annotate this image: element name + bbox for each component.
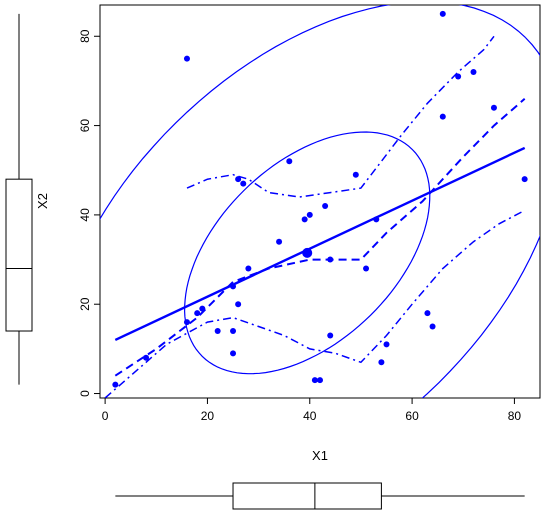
regression-line [115, 148, 524, 340]
data-point [322, 203, 328, 209]
y-tick-label: 0 [78, 390, 92, 397]
data-point [235, 301, 241, 307]
data-point [430, 324, 436, 330]
y-tick-label: 80 [78, 29, 92, 43]
data-point [199, 306, 205, 312]
y-tick-label: 60 [78, 119, 92, 133]
data-point [302, 216, 308, 222]
x-tick-label: 0 [102, 409, 109, 423]
x-tick-label: 20 [201, 409, 215, 423]
data-point [384, 341, 390, 347]
data-point [230, 328, 236, 334]
data-point [307, 212, 313, 218]
x-tick-label: 60 [405, 409, 419, 423]
data-point [317, 377, 323, 383]
data-point [373, 216, 379, 222]
data-point [470, 69, 476, 75]
data-point [184, 319, 190, 325]
centroid-point [302, 248, 312, 258]
data-point [276, 239, 282, 245]
data-point [491, 105, 497, 111]
data-points [112, 11, 527, 388]
data-point [440, 11, 446, 17]
data-point [327, 257, 333, 263]
x-tick-label: 40 [303, 409, 317, 423]
data-point [424, 310, 430, 316]
axis-ticks: 0 20 40 60 80 0 20 40 60 80 [78, 29, 521, 423]
data-point [312, 377, 318, 383]
marginal-boxplots [6, 14, 525, 509]
data-point [240, 181, 246, 187]
y-tick-label: 40 [78, 208, 92, 222]
data-point [230, 350, 236, 356]
data-point [235, 176, 241, 182]
data-point [112, 382, 118, 388]
data-point [522, 176, 528, 182]
data-point [363, 265, 369, 271]
y-axis-label: X2 [35, 193, 50, 209]
data-point [353, 172, 359, 178]
plot-frame [100, 5, 540, 398]
x-axis-label: X1 [312, 448, 328, 463]
data-point [215, 328, 221, 334]
data-point [184, 56, 190, 62]
y-box [6, 179, 32, 331]
data-point [327, 332, 333, 338]
data-point [230, 283, 236, 289]
data-point [194, 310, 200, 316]
data-point [455, 73, 461, 79]
x-tick-label: 80 [508, 409, 522, 423]
data-point [378, 359, 384, 365]
data-point [143, 355, 149, 361]
x-box [233, 483, 381, 509]
plot-curves [52, 2, 550, 505]
y-tick-label: 20 [78, 297, 92, 311]
data-point [440, 114, 446, 120]
data-point [286, 158, 292, 164]
smooth-lower-curve [105, 210, 525, 398]
data-point [245, 265, 251, 271]
